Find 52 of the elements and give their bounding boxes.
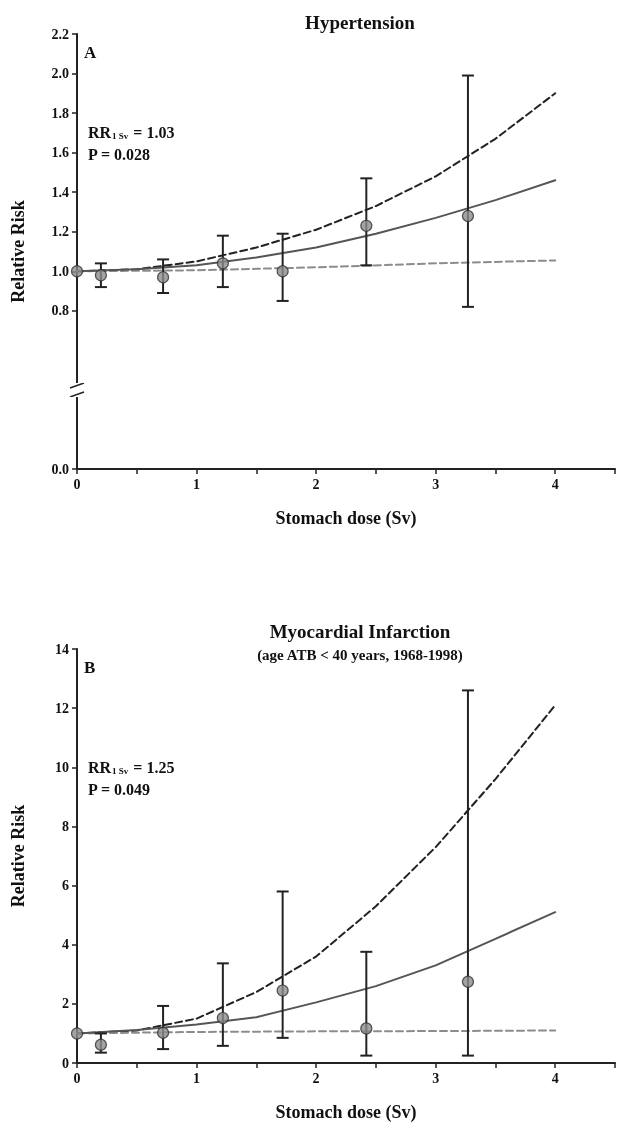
annotation: A [84,43,97,62]
point [94,1038,108,1051]
y-tick-label: 0.0 [51,461,69,477]
x-axis-title: Stomach dose (Sv) [275,1102,417,1123]
point [276,984,289,997]
y-tick-label: 1.6 [51,145,69,161]
y-tick-label: 2.0 [51,66,69,82]
y-tick-label: 8 [62,818,69,834]
y-tick-label: 1.8 [51,105,69,121]
point [461,975,475,988]
x-tick-label: 0 [73,476,81,492]
chart-title: Myocardial Infarction [269,621,451,642]
y-tick-label: 6 [62,878,69,894]
y-tick-label: 1.2 [51,224,69,240]
x-tick-label: 3 [432,1070,440,1086]
point [216,1011,229,1025]
point [461,209,475,223]
x-tick-label: 3 [432,476,440,492]
x-tick-label: 4 [551,476,559,492]
x-axis-title: Stomach dose (Sv) [275,508,417,529]
point [94,269,108,282]
y-tick-label: 1.0 [51,263,69,279]
point [360,219,373,232]
annotation: P = 0.049 [88,780,151,798]
y-tick-label: 1.4 [51,184,69,200]
y-tick-label: 0 [62,1055,69,1071]
y-tick-label: 2 [62,996,69,1012]
chart-title: Hypertension [305,12,416,33]
annotation: B [84,658,96,677]
point [156,1026,170,1039]
chart-subtitle: (age ATB < 40 years, 1968-1998) [257,646,463,664]
annotation: P = 0.028 [88,145,151,163]
x-tick-label: 4 [551,1070,559,1086]
point [70,265,84,278]
point [360,1022,373,1035]
x-tick-label: 2 [312,476,320,492]
y-axis-title: Relative Risk [8,804,28,908]
point [276,265,289,278]
x-tick-label: 1 [193,1070,201,1086]
point [216,257,229,270]
y-tick-label: 14 [55,641,69,657]
y-tick-label: 12 [55,700,69,716]
y-tick-label: 4 [62,937,69,953]
y-tick-label: 2.2 [51,26,69,42]
y-axis-title: Relative Risk [8,200,28,303]
x-tick-label: 0 [73,1070,81,1086]
point [70,1027,84,1040]
x-tick-label: 1 [193,476,201,492]
x-tick-label: 2 [312,1070,320,1086]
point [156,271,170,284]
y-tick-label: 0.8 [51,303,69,319]
y-tick-label: 10 [55,759,69,775]
